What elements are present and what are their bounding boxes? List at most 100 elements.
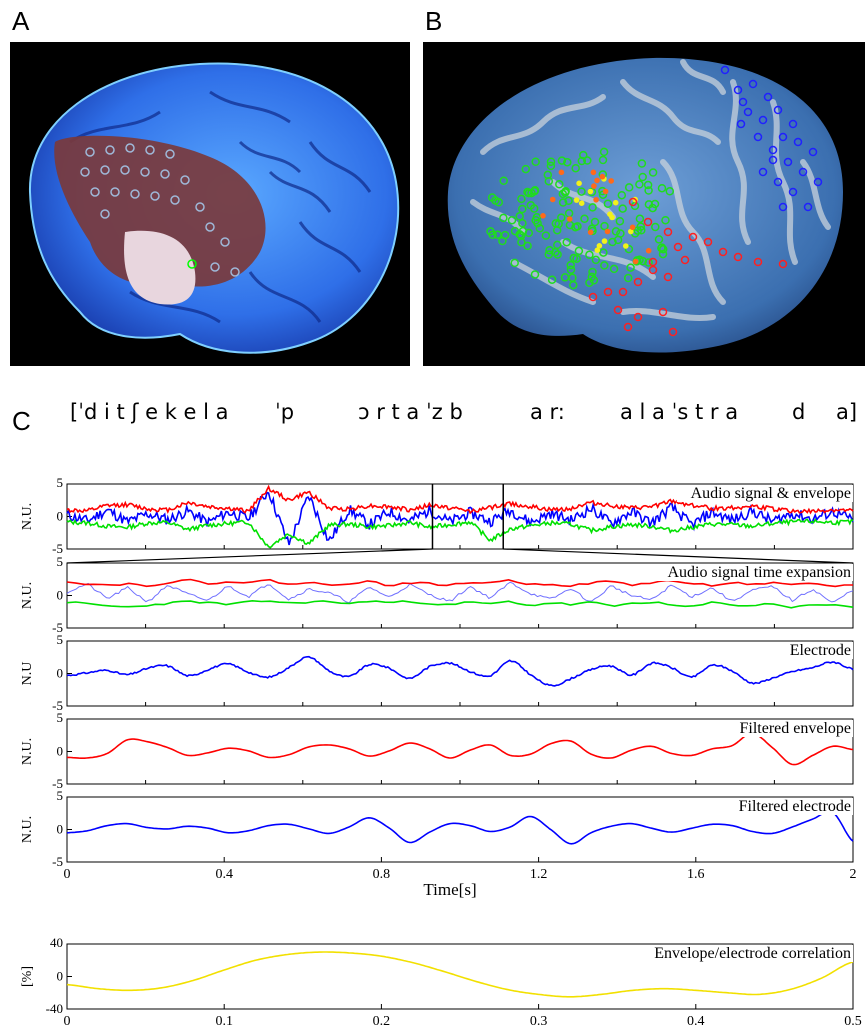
- electrode-marker-blue: [803, 202, 813, 212]
- electrode-marker-green: [531, 216, 540, 225]
- electrode-marker-green: [591, 255, 601, 265]
- x-tick-label: 0.8: [373, 867, 391, 882]
- electrode-marker-green: [561, 186, 570, 196]
- electrode-marker-green: [557, 156, 567, 165]
- electrode-marker-green: [661, 215, 670, 225]
- x-tick-label: 0: [64, 867, 71, 882]
- series-line: [66, 810, 854, 845]
- electrode-marker-green: [553, 250, 562, 259]
- series-line: [66, 491, 854, 546]
- zoom-connector-left: [66, 548, 433, 564]
- electrode-marker-yellow: [594, 247, 601, 253]
- chart-frame: [66, 640, 854, 707]
- electrode-marker-red: [588, 292, 598, 302]
- electrode-marker-red: [718, 247, 728, 257]
- chart-1: 5 0 -5 N.U. Audio signal & envelope: [20, 475, 854, 556]
- electrode-marker-green: [618, 204, 627, 213]
- electrode-marker-green: [518, 204, 527, 214]
- electrode-marker-green: [499, 176, 508, 186]
- y-axis-label: N.U.: [20, 738, 35, 765]
- electrode-marker-green: [486, 227, 495, 236]
- y-tick-label: -5: [52, 698, 63, 713]
- electrode-marker-green: [643, 180, 653, 190]
- phoneme-group: d: [792, 400, 806, 424]
- electrode-marker-orange: [594, 177, 600, 184]
- y-tick-label: 5: [57, 788, 64, 803]
- chart-title: Audio signal time expansion: [667, 564, 851, 581]
- chart-3: 5 0 -5 N.U Electrode: [20, 632, 854, 713]
- electrode-marker-blue: [758, 167, 768, 177]
- y-axis-label: N.U.: [20, 503, 35, 530]
- electrode-marker-green: [583, 156, 592, 165]
- y-axis-label: N.U.: [20, 582, 35, 609]
- y-axis-label: [%]: [20, 966, 35, 987]
- electrode-marker-green: [551, 247, 560, 257]
- y-tick-label: 0: [57, 822, 64, 837]
- zoom-connector-right: [503, 548, 854, 564]
- electrode-marker-orange: [566, 216, 573, 222]
- electrode-marker-green: [544, 176, 554, 186]
- x-tick-label: 0.4: [215, 867, 233, 882]
- chart-title: Electrode: [790, 642, 851, 659]
- x-tick-label: 2: [850, 867, 857, 882]
- y-tick-label: 40: [50, 935, 63, 950]
- electrode-marker-green: [524, 188, 534, 198]
- electrode-marker-green: [650, 199, 660, 209]
- y-tick-label: 0: [57, 588, 64, 603]
- brain-illustration-a: [28, 62, 400, 354]
- electrode-marker-yellow: [578, 200, 585, 206]
- electrode-marker-orange: [587, 229, 594, 236]
- phoneme-group: a r:: [530, 400, 565, 424]
- electrode-marker-yellow: [607, 211, 613, 217]
- electrode-marker-green: [654, 235, 664, 244]
- electrode-marker-green: [530, 187, 539, 196]
- electrode-marker-orange: [558, 169, 565, 176]
- electrode-marker-green: [585, 250, 594, 260]
- electrode-marker-yellow: [576, 180, 582, 187]
- chart-title-bg: [713, 798, 853, 815]
- x-tick-label: 0.1: [215, 1014, 233, 1026]
- phoneme-group: a]: [836, 400, 858, 424]
- electrode-marker-yellow: [573, 197, 580, 203]
- electrode-marker-green: [651, 222, 660, 232]
- y-tick-label: 5: [57, 710, 64, 725]
- chart-title-bg: [721, 720, 853, 737]
- electrode-marker-blue: [753, 132, 763, 142]
- y-tick-label: 0: [57, 969, 64, 984]
- phoneme-group: [ˈd i t ʃ e k e l a: [70, 400, 229, 424]
- electrode-marker-green: [636, 222, 646, 231]
- electrode-marker-yellow: [628, 228, 634, 235]
- electrode-marker-green: [564, 196, 573, 206]
- chart-title: Audio signal & envelope: [691, 485, 851, 502]
- electrode-marker-red: [663, 272, 673, 282]
- electrode-marker-green: [598, 155, 608, 165]
- x-tick-label: 0.4: [687, 1014, 705, 1026]
- electrode-marker-red: [633, 277, 643, 287]
- electrode-marker-orange: [645, 247, 652, 254]
- x-tick-label: 1.2: [530, 867, 548, 882]
- electrode-marker-blue: [783, 157, 793, 167]
- x-tick-label: 0: [64, 1014, 71, 1026]
- electrode-marker-green: [577, 187, 586, 196]
- electrode-marker-green: [580, 214, 589, 224]
- electrode-marker-blue: [778, 132, 788, 142]
- electrode-marker-green: [665, 187, 675, 196]
- electrode-marker-blue: [808, 147, 818, 157]
- electrode-marker-orange: [632, 258, 639, 265]
- electrode-marker-blue: [788, 187, 798, 197]
- electrode-marker-green: [600, 261, 609, 270]
- electrode-marker-green: [569, 253, 579, 263]
- electrode-marker-green: [546, 161, 556, 171]
- chart-4: 5 0 -5 N.U. Filtered envelope: [20, 710, 854, 791]
- electrode-marker-blue: [736, 119, 746, 129]
- electrode-marker-green: [609, 264, 619, 274]
- electrode-marker-red: [680, 255, 690, 265]
- electrode-marker-yellow: [601, 238, 608, 244]
- chart-title-bg: [676, 485, 853, 502]
- phoneme-group: ˈp: [275, 400, 295, 424]
- series-line: [66, 951, 854, 998]
- electrode-marker-red: [628, 197, 638, 207]
- chart-title: Envelope/electrode correlation: [654, 945, 851, 962]
- electrode-marker-green: [510, 258, 519, 268]
